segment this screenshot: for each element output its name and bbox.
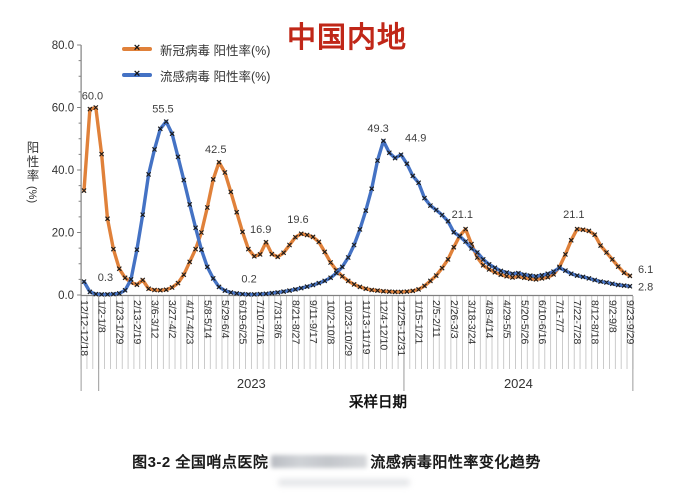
x-tick-label: 7/10-7/16 <box>254 300 266 345</box>
y-tick-label: 40.0 <box>52 165 74 177</box>
legend-label-flu: 流感病毒 阳性率(%) <box>160 69 271 84</box>
figure-caption: 图3-2 全国哨点医院 流感病毒阳性率变化趋势 <box>0 451 673 472</box>
legend-label-covid: 新冠病毒 阳性率(%) <box>160 43 271 58</box>
x-tick-label: 1/15-1/21 <box>413 300 425 345</box>
caption-suffix: 流感病毒阳性率变化趋势 <box>370 454 541 471</box>
x-tick-label: 6/10-6/16 <box>536 300 548 345</box>
x-tick-label: 7/1-7/7 <box>554 300 566 333</box>
x-tick-label: 12/25-12/31 <box>395 300 407 356</box>
data-label: 0.3 <box>98 272 113 284</box>
y-tick-label: 60.0 <box>52 103 74 115</box>
series-markers-flu <box>81 119 633 297</box>
data-label: 60.0 <box>82 91 103 103</box>
x-tick-label: 3/6-3/12 <box>148 300 160 339</box>
y-axis-title-char: 性 <box>27 155 40 169</box>
y-tick-label: 20.0 <box>52 228 74 240</box>
caption-prefix: 图3-2 全国哨点医院 <box>132 454 269 471</box>
data-label: 0.2 <box>241 273 256 285</box>
chart-legend: × 新冠病毒 阳性率(%) × 流感病毒 阳性率(%) <box>122 36 270 88</box>
x-tick-label: 9/23-9/29 <box>624 300 636 345</box>
y-tick-label: 0.0 <box>58 290 74 302</box>
x-tick-label: 3/18-3/24 <box>465 300 477 345</box>
x-tick-label: 12/4-12/10 <box>377 300 389 350</box>
data-label: 19.6 <box>287 214 308 226</box>
x-tick-label: 4/29-5/5 <box>501 300 513 339</box>
x-tick-label: 2/5-2/11 <box>430 300 442 338</box>
data-label: 21.1 <box>563 209 584 221</box>
x-tick-label: 5/8-5/14 <box>201 300 213 339</box>
data-label: 2.8 <box>638 281 653 293</box>
x-tick-label: 8/21-8/27 <box>289 300 301 345</box>
caption-smudge-below <box>278 479 410 486</box>
chart-title: 中国内地 <box>287 22 408 54</box>
x-marker-icon: × <box>133 68 141 81</box>
data-label: 42.5 <box>205 144 226 156</box>
x-tick-label: 1/2-1/8 <box>96 300 108 333</box>
y-axis-unit: (%) <box>26 186 38 203</box>
data-label: 16.9 <box>250 224 271 236</box>
x-tick-label: 9/2-9/8 <box>606 300 618 333</box>
x-tick-label: 7/31-8/6 <box>272 300 284 339</box>
x-tick-label: 7/22-7/28 <box>571 300 583 345</box>
x-tick-label: 5/29-6/4 <box>219 300 231 339</box>
flu-line-swatch: × <box>122 69 152 80</box>
x-tick-label: 4/8-4/14 <box>483 300 495 339</box>
x-tick-label: 9/11-9/17 <box>307 300 319 344</box>
data-label: 44.9 <box>405 133 426 145</box>
x-tick-label: 12/12-12/18 <box>78 300 90 356</box>
data-label: 21.1 <box>452 209 473 221</box>
series-markers-covid <box>81 105 633 295</box>
x-tick-label: 2/26-3/3 <box>448 300 460 339</box>
covid-line-swatch: × <box>122 43 152 54</box>
x-tick-label: 3/27-4/2 <box>166 300 178 339</box>
x-tick-label: 10/2-10/8 <box>325 300 337 345</box>
x-tick-label: 4/17-4/23 <box>184 300 196 345</box>
data-label: 49.3 <box>367 123 388 135</box>
caption-redacted-smudge <box>271 455 368 468</box>
series-line-flu <box>82 119 632 297</box>
x-axis-title: 采样日期 <box>348 393 407 411</box>
series-line-covid <box>82 105 632 294</box>
x-tick-label: 6/19-6/25 <box>237 300 249 345</box>
legend-item-flu: × 流感病毒 阳性率(%) <box>122 62 270 88</box>
x-marker-icon: × <box>133 42 141 55</box>
y-tick-label: 80.0 <box>52 40 74 52</box>
positivity-rate-line-chart: 0.0 20.0 40.0 60.0 80.0 阳性率 (%) 12/12-12/18 1/2-… <box>26 40 653 411</box>
x-tick-label: 8/12-8/18 <box>589 300 601 345</box>
year-label: 2023 <box>237 376 266 391</box>
data-label: 55.5 <box>152 104 173 116</box>
legend-item-covid: × 新冠病毒 阳性率(%) <box>122 36 270 62</box>
x-tick-label: 11/13-11/19 <box>360 300 372 355</box>
y-axis-title-char: 阳 <box>27 141 40 155</box>
x-tick-label: 10/23-10/29 <box>342 300 354 356</box>
x-tick-label: 5/20-5/26 <box>518 300 530 345</box>
x-tick-label: 2/13-2/19 <box>131 300 143 345</box>
y-axis-title-char: 率 <box>27 168 40 183</box>
x-tick-label: 1/23-1/29 <box>113 300 125 345</box>
data-label: 6.1 <box>638 264 653 276</box>
year-label: 2024 <box>504 376 533 391</box>
